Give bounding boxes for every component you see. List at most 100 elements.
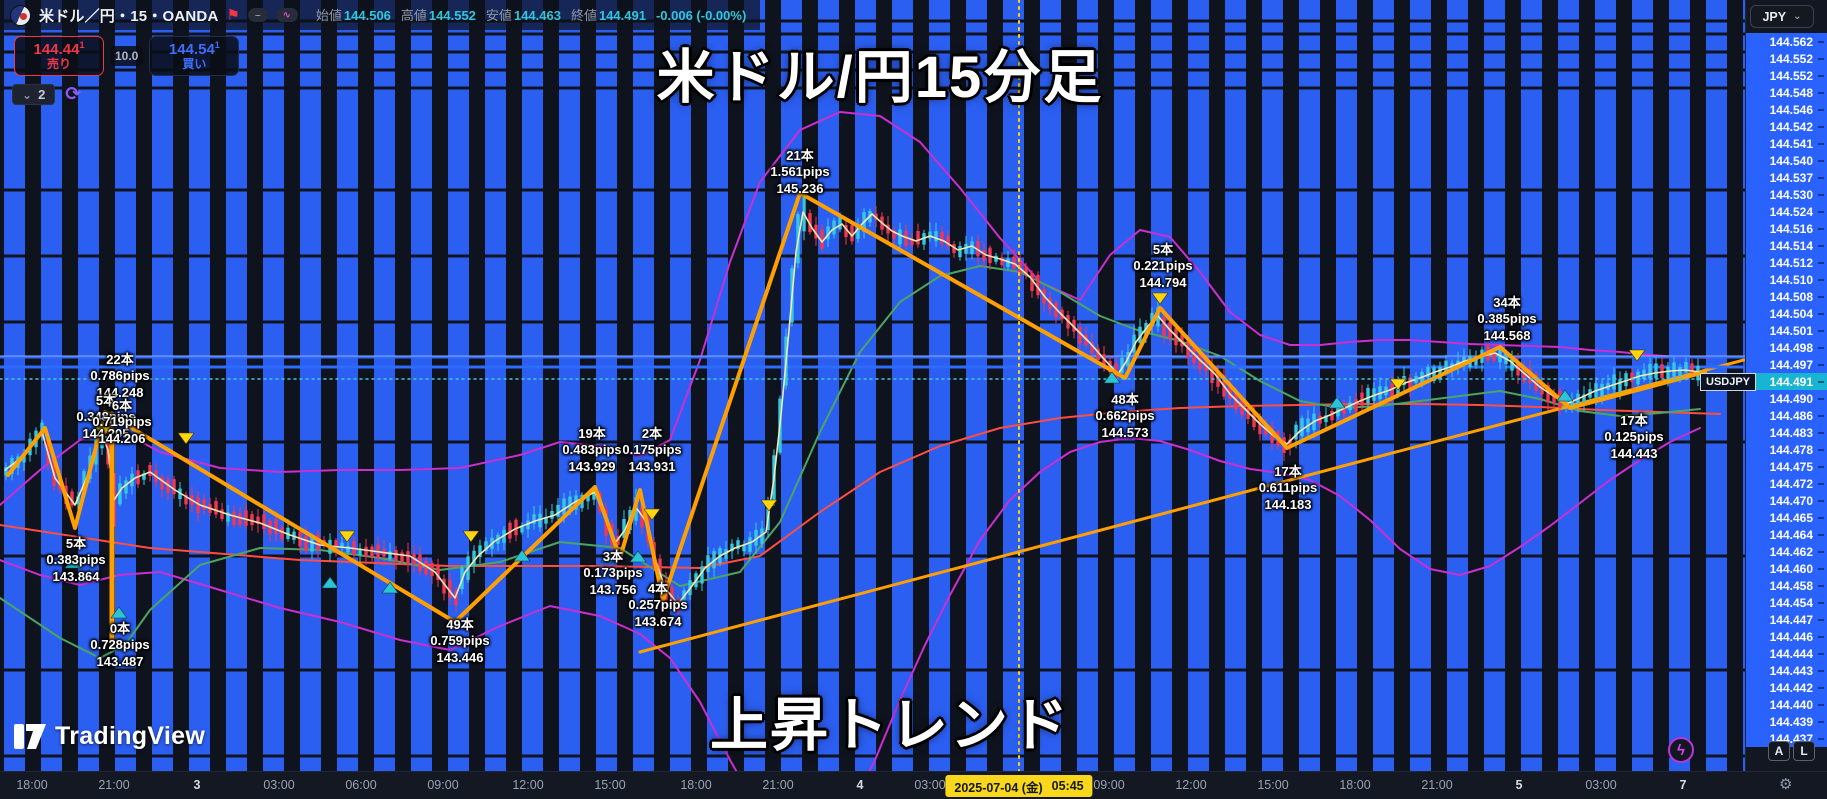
trend-caption-overlay: 上昇トレンド [709,693,1071,758]
pivot-label: 34本 0.385pips 144.568 [1477,295,1537,343]
buy-price: 144.541 [168,39,220,58]
symbol-title[interactable]: 米ドル／円・15・OANDA [39,7,219,25]
pivot-label: 5本 0.221pips 144.794 [1133,242,1193,290]
price-axis-row: 144.464 [1746,526,1827,543]
time-axis-label: 09:00 [427,778,459,792]
symbol-legend: 米ドル／円・15・OANDA ⚑ – ∿ 始値 144.506 高値 144.552 安… [0,0,761,30]
price-axis-row: 144.454 [1746,594,1827,611]
chart-plot [0,0,1745,771]
sell-price: 144.441 [33,39,85,58]
time-axis-label: 4 [856,778,864,792]
price-axis-row: 144.439 [1746,713,1827,730]
chevron-down-icon: ⌄ [22,87,33,102]
time-axis-label: 3 [193,778,201,792]
price-axis-row: 144.542 [1746,118,1827,135]
time-axis-label: 15:00 [1257,778,1289,792]
sell-button[interactable]: 144.441 売り [14,36,104,76]
price-axis-scale[interactable]: 144.562 144.552 144.552 144.548 144.546 144.5… [1746,33,1827,747]
price-axis-row: 144.508 [1746,288,1827,305]
time-axis[interactable]: 2025-07-04 (金) 05:45 18:00 21:00 3 03:00 06:… [0,771,1827,799]
sell-triangle-icon [1151,292,1169,305]
zigzag-orange [6,191,1707,624]
buy-triangle-icon [110,606,128,619]
buy-triangle-icon [513,549,531,562]
time-axis-label: 21:00 [98,778,130,792]
time-axis-label: 03:00 [914,778,946,792]
price-axis[interactable]: JPY ⌄ 144.562 144.552 144.552 144.548 144.54… [1745,0,1827,771]
price-axis-row: 144.504 [1746,305,1827,322]
ohlc-item: 始値 144.506 [315,8,391,23]
pivot-label: 0本 0.728pips 143.487 [90,621,150,669]
price-axis-row: 144.442 [1746,679,1827,696]
sell-triangle-icon [338,530,356,543]
boost-lightning-icon[interactable]: ϟ [1668,737,1694,763]
price-axis-row: 144.440 [1746,696,1827,713]
price-axis-row: 144.465 [1746,509,1827,526]
price-axis-row: 144.498 [1746,339,1827,356]
buy-triangle-icon [64,556,82,569]
pivot-label: 3本 0.173pips 143.756 [583,549,643,597]
refresh-icon[interactable]: ⟳ [65,84,82,105]
horizontal-gridlines [0,19,1745,758]
pivot-label: 21本 1.561pips 145.236 [770,148,830,196]
crosshair-time: 05:45 [1051,779,1084,793]
sell-markers [94,292,1646,543]
auto-scale-button[interactable]: A [1768,741,1790,761]
sell-triangle-icon [1389,378,1407,391]
time-axis-label: 18:00 [1339,778,1371,792]
time-axis-label: 09:00 [1093,778,1125,792]
indicator-pill-wave[interactable]: ∿ [275,8,298,22]
ohlc-values: 始値 144.506 高値 144.552 安値 144.463 終値 144.491 [316,5,646,25]
crosshair-date-chip: 2025-07-04 (金) 05:45 [945,775,1093,797]
tradingview-logo-icon [14,724,46,749]
chart-surface[interactable]: 22本 0.786pips 144.248 5本 0.348pips 144.205 6本 0… [0,0,1745,771]
flag-icon[interactable]: ⚑ [226,6,240,24]
tradingview-logo-text: TradingView [55,722,206,750]
price-axis-row: 144.541 [1746,135,1827,152]
legend-toolbar: ⌄ 2 ⟳ [12,84,81,105]
timezone-settings-icon[interactable]: ⚙ [1779,776,1793,793]
time-axis-label: 5 [1515,778,1523,792]
price-axis-row: 144.548 [1746,84,1827,101]
time-axis-label: 21:00 [762,778,794,792]
price-axis-row: 144.486 [1746,407,1827,424]
pivot-label: 5本 0.383pips 143.864 [46,536,106,584]
tradingview-watermark: TradingView [14,722,205,751]
currency-dropdown[interactable]: JPY ⌄ [1750,5,1814,28]
pair-flag-icon [10,4,31,26]
price-axis-row: 144.472 [1746,475,1827,492]
time-axis-label: 21:00 [1421,778,1453,792]
pivot-label: 6本 0.719pips 144.206 [92,398,152,446]
pivot-label: 48本 0.662pips 144.573 [1095,392,1155,440]
price-axis-row: 144.514 [1746,237,1827,254]
price-axis-row: 144.546 [1746,101,1827,118]
sell-label: 売り [46,57,71,72]
sell-triangle-icon [462,530,480,543]
ohlc-item: 高値 144.552 [400,8,476,23]
time-axis-label: 7 [1679,778,1687,792]
time-axis-label: 18:00 [16,778,48,792]
price-axis-row: 144.552 [1746,67,1827,84]
buy-label: 買い [182,57,207,72]
sell-triangle-icon [760,499,778,512]
buy-triangle-icon [321,576,339,589]
buy-triangle-icon [1328,396,1346,409]
log-scale-button[interactable]: L [1793,741,1815,761]
buy-button[interactable]: 144.541 買い [149,36,240,76]
price-axis-row: 144.446 [1746,628,1827,645]
ohlc-item: 安値 144.463 [485,8,561,23]
trendline-orange [638,358,1745,654]
price-axis-row: 144.537 [1746,169,1827,186]
price-axis-row: 144.510 [1746,271,1827,288]
candlesticks [4,189,1700,616]
indicator-pill-dash[interactable]: – [247,8,268,22]
sell-triangle-icon [177,432,195,445]
time-axis-label: 12:00 [1175,778,1207,792]
ohlc-item: 終値 144.491 [570,8,646,23]
price-axis-row: 144.512 [1746,254,1827,271]
currency-label: JPY [1762,9,1787,24]
price-axis-row: 144.460 [1746,560,1827,577]
pivot-label: 4本 0.257pips 143.674 [628,581,688,629]
collapse-indicators-button[interactable]: ⌄ 2 [12,84,56,105]
ma-green [0,265,1701,659]
